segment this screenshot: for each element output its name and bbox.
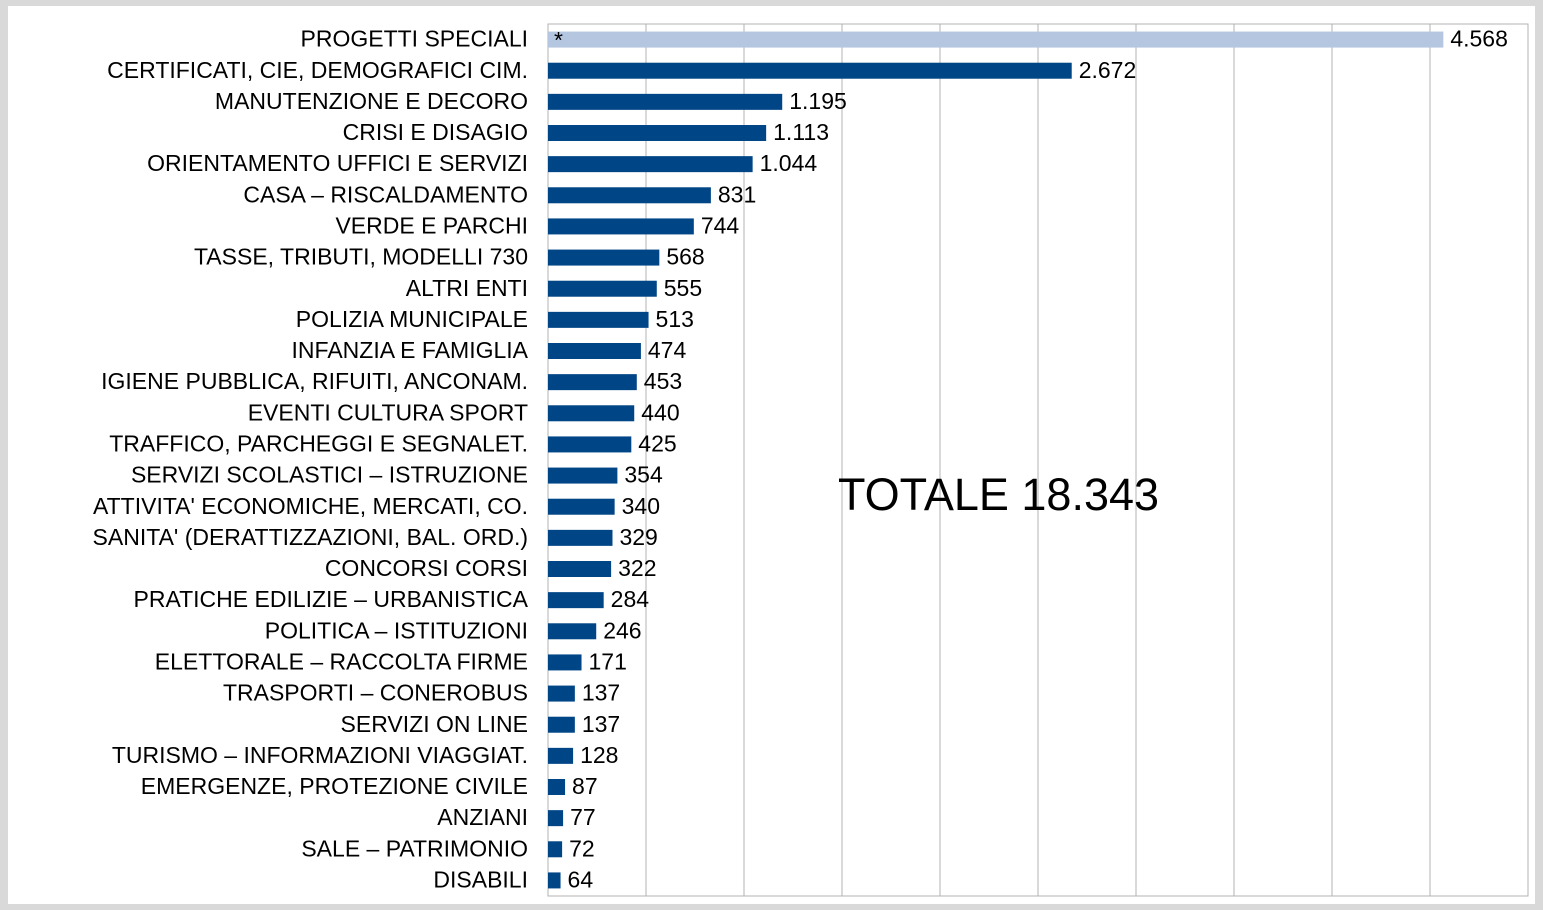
y-tick-label: TASSE, TRIBUTI, MODELLI 730	[194, 244, 528, 270]
y-tick-label: CONCORSI CORSI	[325, 555, 528, 581]
bar	[548, 654, 582, 671]
y-tick-label: CERTIFICATI, CIE, DEMOGRAFICI CIM.	[107, 57, 528, 83]
value-label: 555	[664, 275, 702, 301]
value-label: 1.113	[773, 119, 829, 145]
value-label: 340	[622, 493, 660, 519]
bar	[548, 374, 637, 391]
value-label: 171	[589, 649, 627, 675]
value-label: 137	[582, 711, 620, 737]
bar	[548, 280, 657, 297]
bar	[548, 623, 597, 640]
value-label: 1.044	[760, 150, 818, 176]
bar	[548, 436, 632, 453]
bar	[548, 779, 566, 795]
y-tick-label: SERVIZI SCOLASTICI – ISTRUZIONE	[131, 462, 528, 488]
y-tick-label: EVENTI CULTURA SPORT	[248, 399, 528, 425]
bar	[548, 561, 612, 577]
y-tick-label: SALE – PATRIMONIO	[301, 835, 528, 861]
bar	[548, 156, 753, 173]
y-tick-label: VERDE E PARCHI	[335, 213, 528, 239]
bar	[548, 93, 783, 110]
y-tick-label: INFANZIA E FAMIGLIA	[292, 337, 529, 363]
y-tick-label: PRATICHE EDILIZIE – URBANISTICA	[134, 586, 529, 612]
value-label: 425	[638, 431, 676, 457]
bar	[548, 125, 767, 141]
value-label: 64	[568, 867, 594, 893]
bar	[548, 467, 618, 484]
bar	[548, 810, 564, 827]
y-tick-label: ELETTORALE – RACCOLTA FIRME	[155, 649, 528, 675]
bar	[548, 405, 635, 422]
value-label: 1.195	[789, 88, 847, 114]
y-tick-label: EMERGENZE, PROTEZIONE CIVILE	[141, 773, 528, 799]
y-tick-label: POLIZIA MUNICIPALE	[296, 306, 528, 332]
value-label: 440	[641, 399, 679, 425]
bar	[548, 685, 575, 702]
value-label: 453	[644, 368, 682, 394]
bar	[548, 872, 561, 889]
chart-background	[8, 6, 1535, 904]
value-label: 72	[569, 835, 595, 861]
y-tick-label: MANUTENZIONE E DECORO	[215, 88, 528, 114]
annotation: *	[554, 27, 563, 53]
value-label: 4.568	[1450, 26, 1508, 52]
value-label: 354	[624, 462, 663, 488]
value-label: 77	[570, 804, 596, 830]
y-tick-label: TRAFFICO, PARCHEGGI E SEGNALET.	[109, 431, 528, 457]
bar	[548, 592, 604, 609]
value-label: 2.672	[1079, 57, 1137, 83]
value-label: 87	[572, 773, 598, 799]
y-tick-label: ATTIVITA' ECONOMICHE, MERCATI, CO.	[93, 493, 528, 519]
plot-border	[547, 23, 1529, 897]
bar	[548, 747, 574, 764]
y-tick-label: CASA – RISCALDAMENTO	[243, 181, 528, 207]
value-label: 284	[611, 586, 650, 612]
value-label: 568	[666, 244, 704, 270]
value-label: 128	[580, 742, 618, 768]
y-tick-label: TURISMO – INFORMAZIONI VIAGGIAT.	[112, 742, 528, 768]
value-label: 137	[582, 680, 620, 706]
bar	[548, 31, 1444, 48]
y-tick-label: CRISI E DISAGIO	[343, 119, 528, 145]
y-tick-label: ALTRI ENTI	[406, 275, 528, 301]
y-tick-label: SANITA' (DERATTIZZAZIONI, BAL. ORD.)	[93, 524, 528, 550]
y-tick-label: DISABILI	[433, 867, 528, 893]
bar	[548, 311, 649, 328]
y-tick-label: POLITICA – ISTITUZIONI	[265, 617, 528, 643]
bar	[548, 187, 711, 204]
bar	[548, 62, 1072, 79]
value-label: 329	[619, 524, 657, 550]
bar	[548, 529, 613, 546]
value-label: 322	[618, 555, 656, 581]
value-label: 246	[603, 617, 641, 643]
bar	[548, 716, 575, 733]
bar	[548, 498, 615, 515]
bar	[548, 218, 694, 235]
bar	[548, 249, 660, 266]
value-label: 831	[718, 181, 756, 207]
annotation: TOTALE 18.343	[838, 469, 1159, 520]
y-tick-label: SERVIZI ON LINE	[341, 711, 528, 737]
value-label: 474	[648, 337, 687, 363]
bar	[548, 841, 563, 858]
value-label: 744	[701, 213, 740, 239]
value-label: 513	[656, 306, 694, 332]
y-tick-label: ORIENTAMENTO UFFICI E SERVIZI	[147, 150, 528, 176]
y-tick-label: PROGETTI SPECIALI	[301, 26, 529, 52]
y-tick-label: TRASPORTI – CONEROBUS	[223, 680, 528, 706]
y-tick-label: IGIENE PUBBLICA, RIFUITI, ANCONAM.	[101, 368, 528, 394]
y-tick-label: ANZIANI	[437, 804, 528, 830]
bar	[548, 343, 641, 359]
